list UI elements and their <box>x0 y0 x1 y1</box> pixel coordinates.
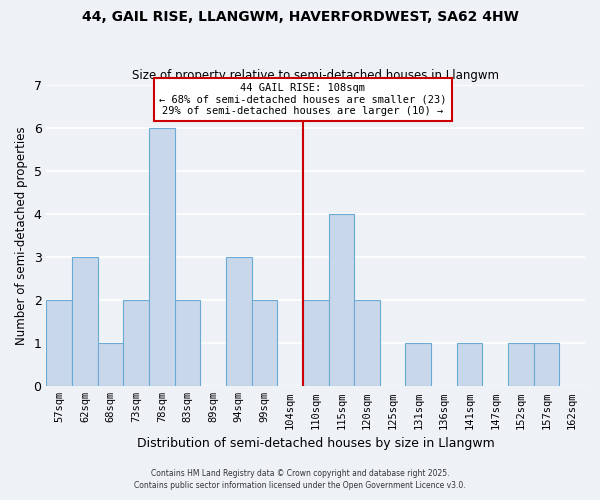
Y-axis label: Number of semi-detached properties: Number of semi-detached properties <box>15 126 28 344</box>
Bar <box>329 214 354 386</box>
Bar <box>124 300 149 386</box>
Title: Size of property relative to semi-detached houses in Llangwm: Size of property relative to semi-detach… <box>132 69 499 82</box>
Bar <box>98 343 124 386</box>
Bar <box>406 343 431 386</box>
Bar <box>354 300 380 386</box>
Bar <box>175 300 200 386</box>
Text: 44, GAIL RISE, LLANGWM, HAVERFORDWEST, SA62 4HW: 44, GAIL RISE, LLANGWM, HAVERFORDWEST, S… <box>82 10 518 24</box>
Bar <box>251 300 277 386</box>
Text: 44 GAIL RISE: 108sqm
← 68% of semi-detached houses are smaller (23)
29% of semi-: 44 GAIL RISE: 108sqm ← 68% of semi-detac… <box>159 83 446 116</box>
Bar <box>149 128 175 386</box>
Bar <box>72 257 98 386</box>
Bar <box>226 257 251 386</box>
Bar <box>534 343 559 386</box>
Bar <box>303 300 329 386</box>
Bar <box>46 300 72 386</box>
Bar <box>457 343 482 386</box>
Text: Contains HM Land Registry data © Crown copyright and database right 2025.
Contai: Contains HM Land Registry data © Crown c… <box>134 468 466 490</box>
X-axis label: Distribution of semi-detached houses by size in Llangwm: Distribution of semi-detached houses by … <box>137 437 494 450</box>
Bar <box>508 343 534 386</box>
